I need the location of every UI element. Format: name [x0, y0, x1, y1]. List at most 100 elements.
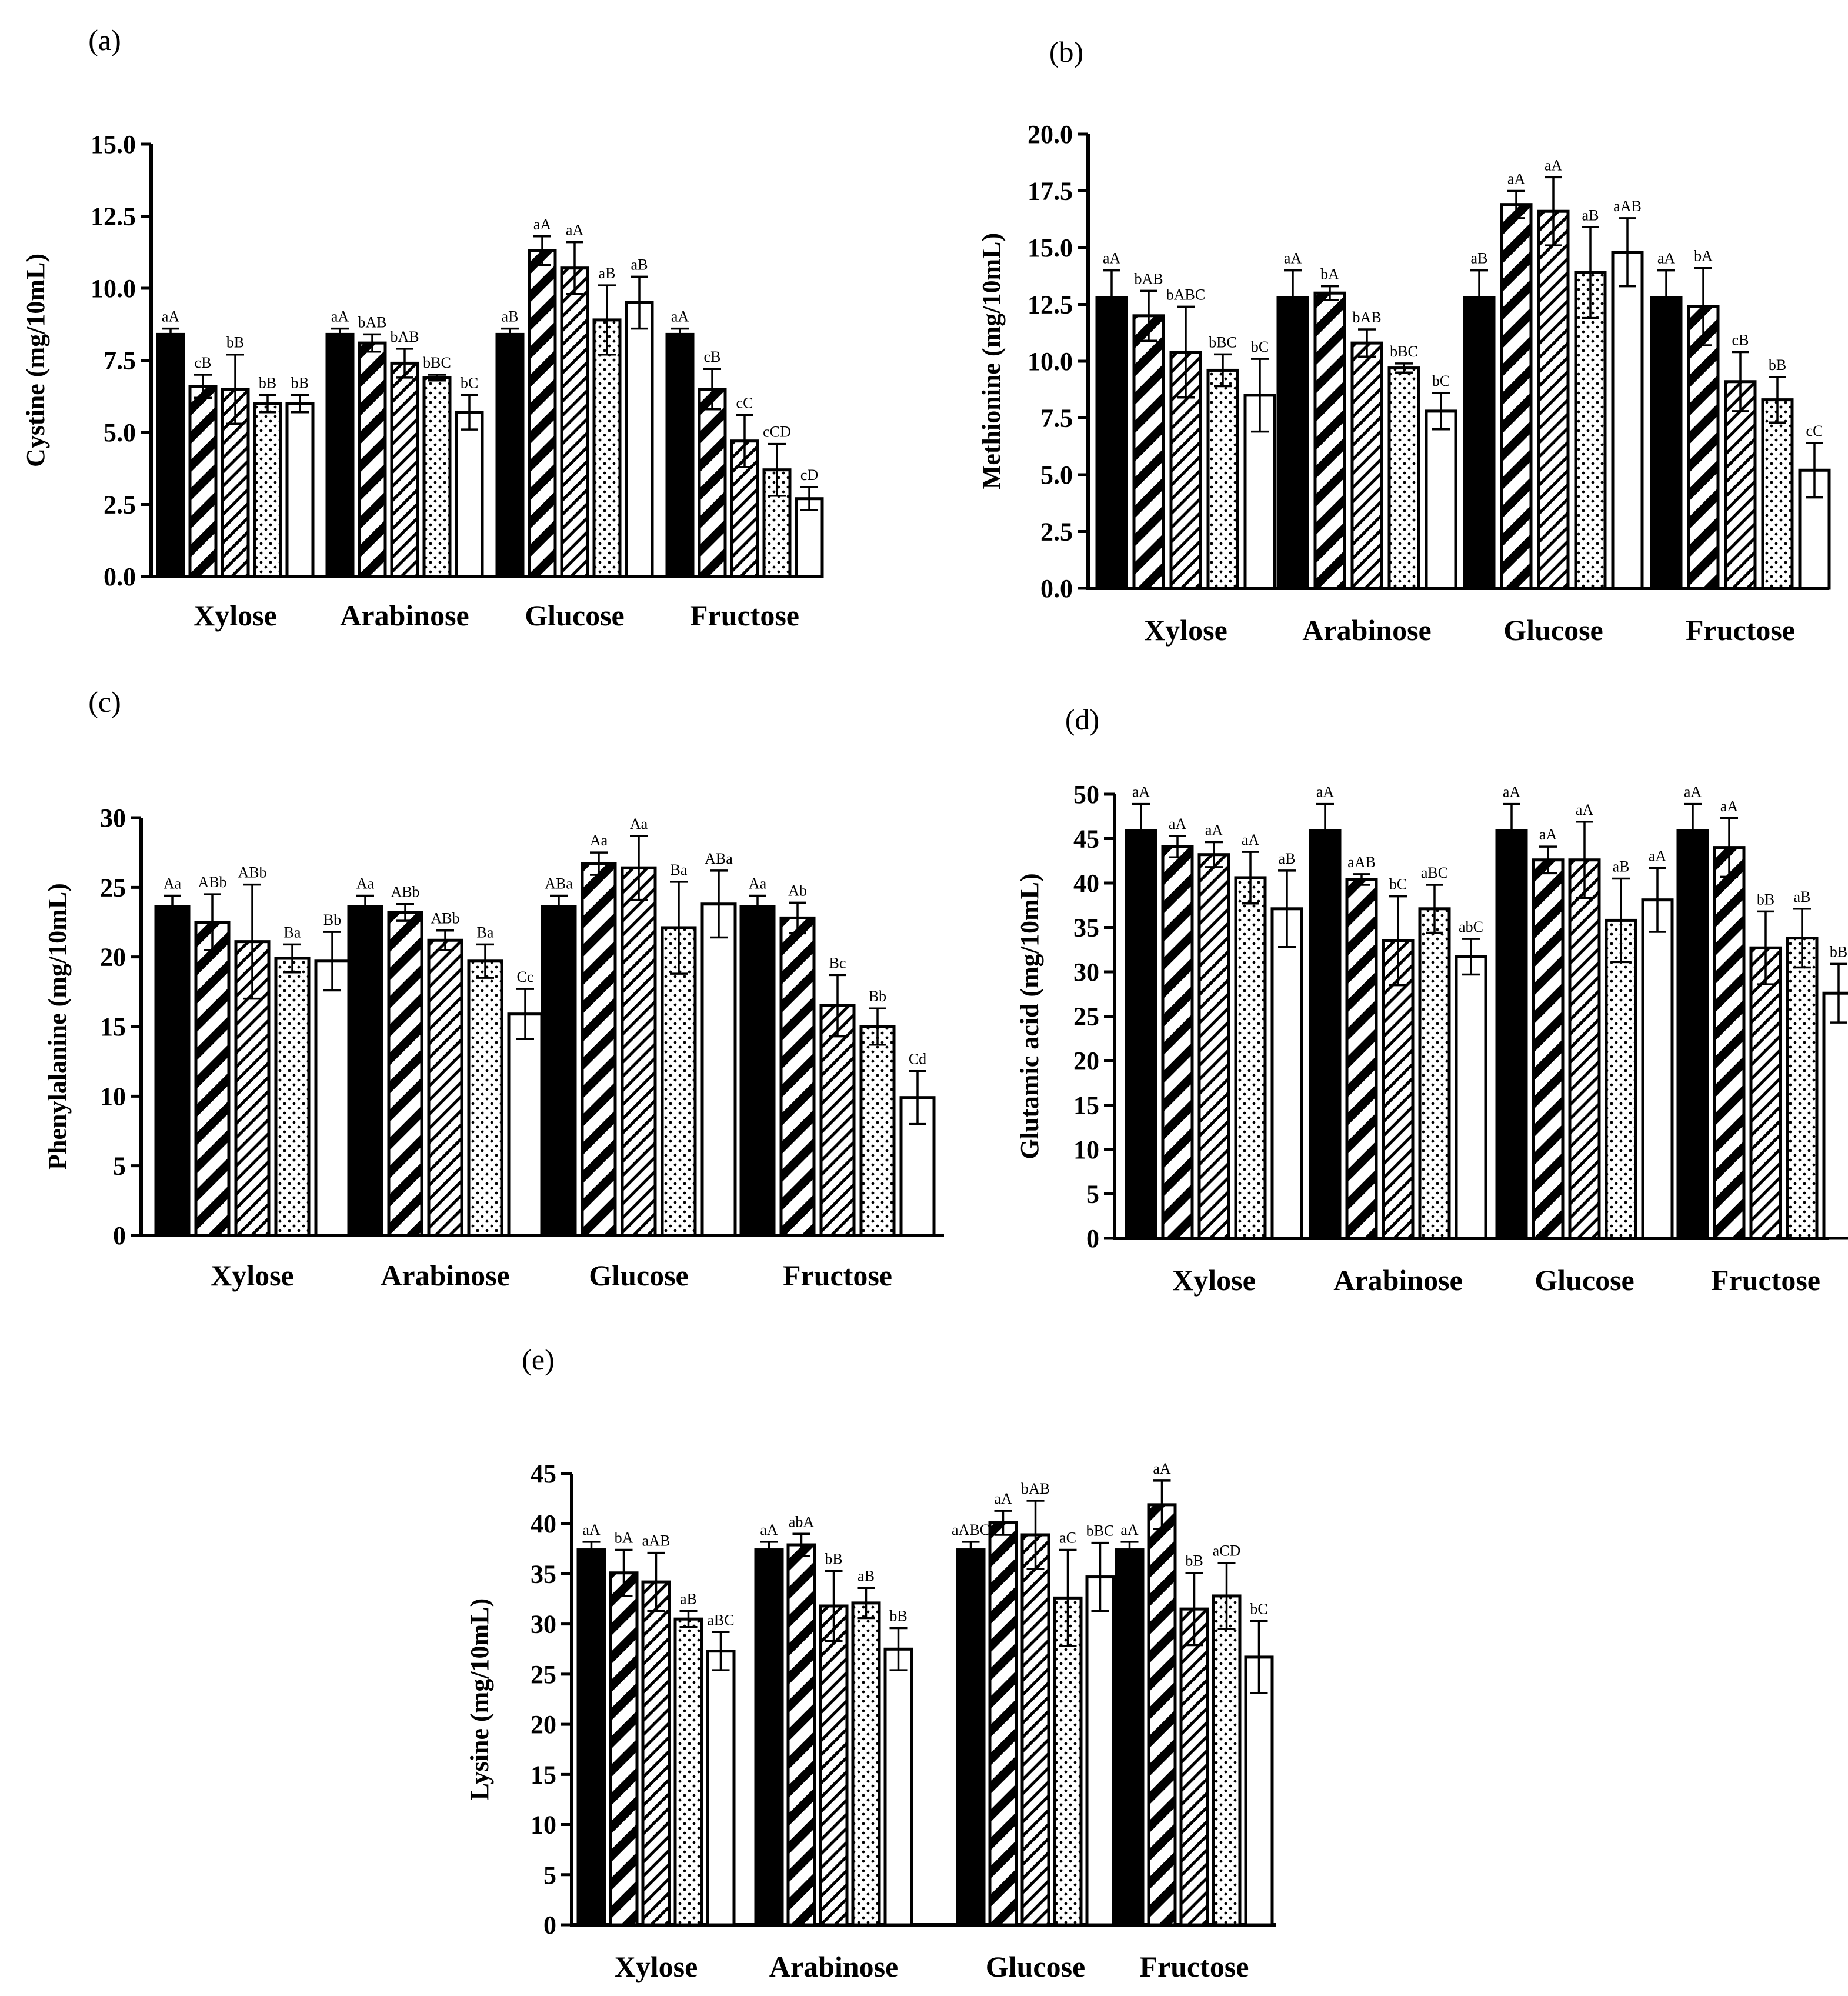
bar-series-4-fructose	[1761, 398, 1794, 590]
bar-series-5-glucose	[1085, 1575, 1115, 1927]
panel-label: (a)	[88, 24, 121, 56]
x-category-label: Arabinose	[381, 1259, 509, 1292]
bar-series-1-fructose	[1115, 1548, 1145, 1927]
significance-label: aBC	[707, 1611, 734, 1628]
bar-series-1-xylose	[154, 905, 191, 1237]
significance-label: bA	[615, 1530, 633, 1547]
x-category-label: Xylose	[211, 1259, 294, 1292]
y-tick-label: 30	[1073, 958, 1099, 987]
significance-label: Ab	[788, 882, 807, 899]
bar-series-4-arabinose	[422, 376, 452, 578]
significance-label: aB	[1471, 250, 1488, 267]
significance-label: aA	[1132, 784, 1150, 801]
significance-label: aA	[1649, 847, 1667, 864]
bar-series-2-fructose	[698, 388, 727, 578]
bar-series-4-arabinose	[467, 959, 503, 1237]
bar-series-1-arabinose	[325, 332, 355, 578]
significance-label: bBC	[1209, 334, 1237, 351]
bar-series-2-arabinose	[358, 341, 387, 578]
bar-series-1-glucose	[1495, 829, 1528, 1240]
significance-label: cCD	[763, 424, 791, 441]
significance-label: bC	[1389, 876, 1407, 893]
significance-label: Ba	[477, 924, 494, 941]
y-tick-label: 15	[100, 1012, 126, 1041]
bar-series-2-fructose	[1147, 1503, 1177, 1927]
y-tick-label: 20	[531, 1710, 556, 1739]
bar-series-3-glucose	[1020, 1533, 1050, 1927]
significance-label: cD	[800, 466, 818, 484]
y-tick-label: 40	[531, 1510, 556, 1538]
significance-label: aA	[582, 1521, 601, 1538]
significance-label: aA	[1284, 250, 1302, 267]
significance-label: aA	[1720, 798, 1739, 815]
significance-label: aA	[533, 216, 552, 233]
significance-label: Bb	[323, 911, 341, 928]
y-tick-label: 15	[1073, 1091, 1099, 1120]
significance-label: bB	[1757, 891, 1774, 908]
y-tick-label: 12.5	[91, 202, 136, 231]
y-tick-label: 5.0	[104, 418, 136, 447]
significance-label: abA	[789, 1513, 815, 1530]
significance-label: Bc	[829, 954, 846, 971]
bar-series-1-xylose	[576, 1548, 606, 1927]
significance-label: Bb	[869, 988, 886, 1005]
bar-series-2-arabinose	[786, 1543, 816, 1927]
bar-series-5-xylose	[706, 1650, 736, 1927]
panel-d: (d) Glutamic acid (mg/10mL) 0 5 10 15 20 25 30 35…	[1015, 703, 1848, 1297]
bar-series-3-arabinose	[427, 938, 463, 1237]
x-category-label: Xylose	[1172, 1264, 1256, 1297]
bar-series-5-xylose	[285, 402, 315, 578]
y-axis-title: Lysine (mg/10mL)	[465, 1598, 494, 1800]
bar-series-2-glucose	[988, 1521, 1018, 1927]
significance-label: aA	[1242, 831, 1260, 848]
x-category-label: Arabinose	[340, 599, 469, 632]
significance-label: Cc	[517, 968, 534, 985]
significance-label: aA	[1503, 784, 1521, 801]
bar-series-4-xylose	[253, 402, 282, 578]
y-tick-label: 0.0	[104, 562, 136, 591]
bar-series-2-glucose	[528, 249, 557, 578]
significance-label: bB	[825, 1550, 842, 1567]
significance-label: aA	[1545, 156, 1563, 174]
significance-label: aBC	[1421, 864, 1448, 881]
significance-label: Cd	[909, 1051, 926, 1068]
bar-series-1-fructose	[665, 332, 695, 578]
bar-series-2-xylose	[188, 385, 218, 578]
x-category-label: Fructose	[783, 1259, 892, 1292]
x-category-label: Xylose	[615, 1950, 698, 1983]
significance-label: ABa	[545, 875, 573, 892]
y-tick-label: 35	[1073, 914, 1099, 942]
y-axis-title: Cystine (mg/10mL)	[21, 254, 50, 467]
y-tick-label: 10.0	[91, 274, 136, 303]
bar-series-4-glucose	[1605, 918, 1637, 1240]
y-tick-label: 17.5	[1028, 177, 1073, 206]
x-category-label: Glucose	[1535, 1264, 1634, 1297]
significance-label: Aa	[749, 875, 767, 892]
bar-series-5-glucose	[700, 902, 737, 1237]
significance-label: bAB	[358, 314, 386, 331]
bar-series-3-arabinose	[1382, 939, 1415, 1240]
panel-label: (d)	[1065, 703, 1099, 736]
x-category-label: Fructose	[690, 599, 799, 632]
bar-series-2-fructose	[1713, 846, 1746, 1240]
y-tick-label: 10	[531, 1811, 556, 1840]
bar-series-2-arabinose	[1313, 291, 1346, 590]
x-category-label: Arabinose	[1302, 614, 1431, 647]
significance-label: cB	[1732, 332, 1749, 349]
significance-label: bB	[291, 374, 309, 391]
bar-series-1-xylose	[156, 332, 185, 578]
bar-series-4-glucose	[1053, 1596, 1083, 1927]
significance-label: aA	[1539, 826, 1557, 843]
bar-series-5-xylose	[314, 959, 351, 1237]
significance-label: bAB	[1352, 309, 1381, 326]
significance-label: bB	[226, 334, 244, 351]
bar-series-4-arabinose	[851, 1601, 881, 1927]
bar-series-4-fructose	[859, 1025, 896, 1237]
significance-label: bC	[1250, 1601, 1267, 1618]
panel-b: (b) Methionine (mg/10mL) 0.0 2.5 5.0 7.5 10.0 1…	[977, 35, 1831, 647]
x-category-label: Fructose	[1139, 1950, 1249, 1983]
y-tick-label: 0	[113, 1221, 126, 1250]
significance-label: aB	[599, 265, 616, 282]
x-category-label: Xylose	[194, 599, 277, 632]
significance-label: cB	[195, 354, 212, 371]
